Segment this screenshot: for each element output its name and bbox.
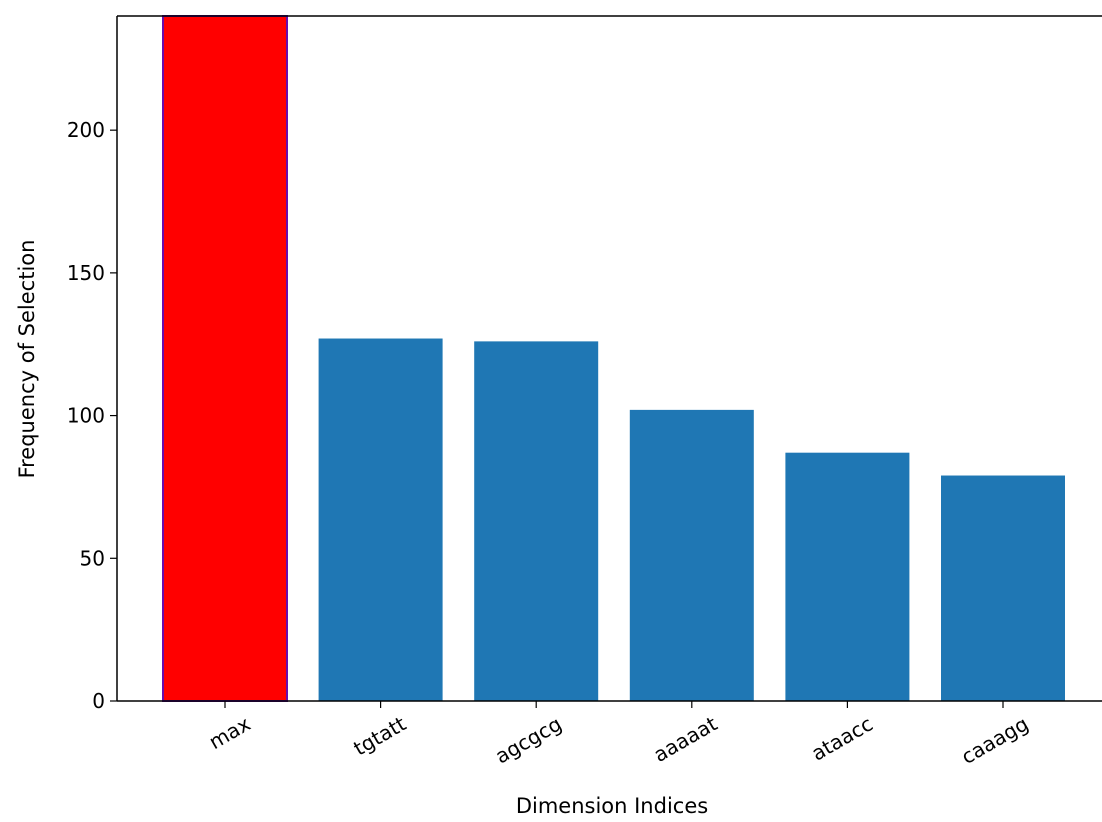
y-tick-label: 150 xyxy=(67,261,105,285)
x-axis-label: Dimension Indices xyxy=(516,794,708,818)
x-tick-label: max xyxy=(205,711,255,754)
x-ticks-group: max tgtatt agcgcg aaaaat ataacc caaagg xyxy=(205,701,1033,769)
bar-caaagg xyxy=(941,475,1065,701)
y-tick-label: 50 xyxy=(80,546,105,570)
bar-agcgcg xyxy=(474,341,599,701)
y-tick-label: 100 xyxy=(67,404,105,428)
bars-group xyxy=(162,15,1065,702)
y-tick-label: 200 xyxy=(67,118,105,142)
bar-max xyxy=(162,15,288,702)
x-tick-label: ataacc xyxy=(807,712,877,766)
x-tick-label: agcgcg xyxy=(491,712,566,769)
x-tick-label: tgtatt xyxy=(349,711,410,760)
x-tick-label: caaagg xyxy=(957,712,1032,769)
bar-aaaaat xyxy=(629,409,754,701)
y-axis-label: Frequency of Selection xyxy=(15,240,39,479)
bar-ataacc xyxy=(785,452,910,701)
y-tick-label: 0 xyxy=(92,689,105,713)
bar-tgtatt xyxy=(318,338,443,701)
y-ticks-group: 0 50 100 150 200 xyxy=(67,118,117,713)
x-tick-label: aaaaat xyxy=(649,711,721,766)
